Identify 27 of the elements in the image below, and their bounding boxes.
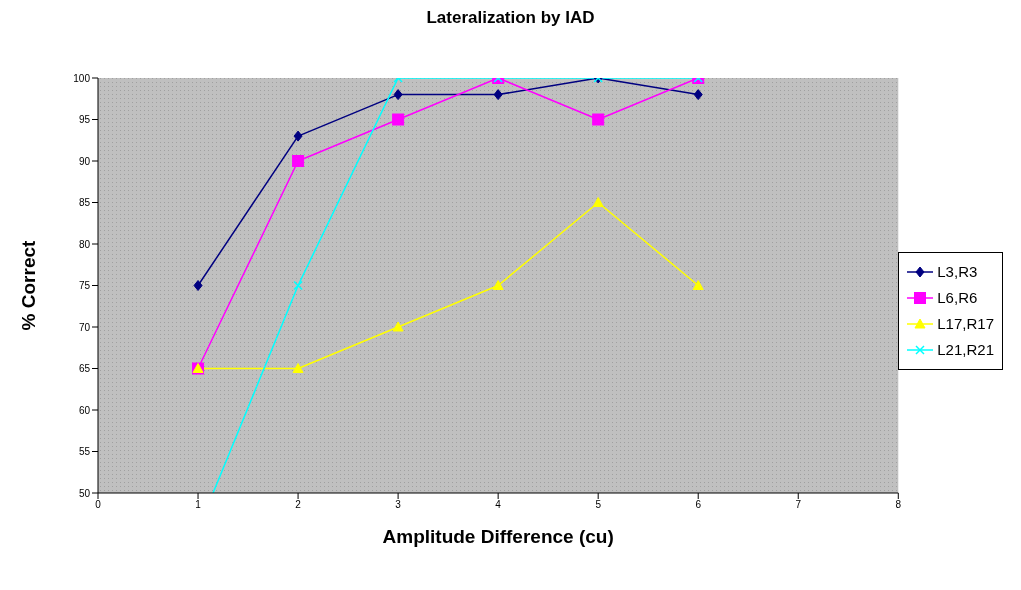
y-tick-label: 90 <box>78 155 91 167</box>
legend-label: L3,R3 <box>937 261 978 282</box>
legend-label: L17,R17 <box>937 313 994 334</box>
x-tick-label: 8 <box>895 499 902 511</box>
y-tick-label: 85 <box>78 197 91 209</box>
y-tick-label: 75 <box>78 280 91 292</box>
x-tick-label: 7 <box>795 499 802 511</box>
x-tick-label: 3 <box>395 499 402 511</box>
y-tick-label: 70 <box>78 321 91 333</box>
x-axis-title: Amplitude Difference (cu) <box>382 526 614 547</box>
x-tick-label: 6 <box>695 499 702 511</box>
legend-label: L6,R6 <box>937 287 978 308</box>
chart-title: Lateralization by IAD <box>425 8 596 29</box>
y-tick-label: 65 <box>78 363 91 375</box>
y-tick-label: 100 <box>73 72 91 84</box>
y-tick-label: 60 <box>78 404 91 416</box>
x-tick-label: 1 <box>195 499 202 511</box>
x-tick-label: 2 <box>295 499 302 511</box>
legend-label: L21,R21 <box>937 339 994 360</box>
y-tick-label: 55 <box>78 446 91 458</box>
y-tick-label: 95 <box>78 114 91 126</box>
x-tick-label: 0 <box>95 499 102 511</box>
y-tick-label: 50 <box>78 487 91 499</box>
x-tick-label: 4 <box>495 499 502 511</box>
x-tick-label: 5 <box>595 499 602 511</box>
y-axis-title: % Correct <box>17 239 39 331</box>
y-tick-label: 80 <box>78 238 91 250</box>
